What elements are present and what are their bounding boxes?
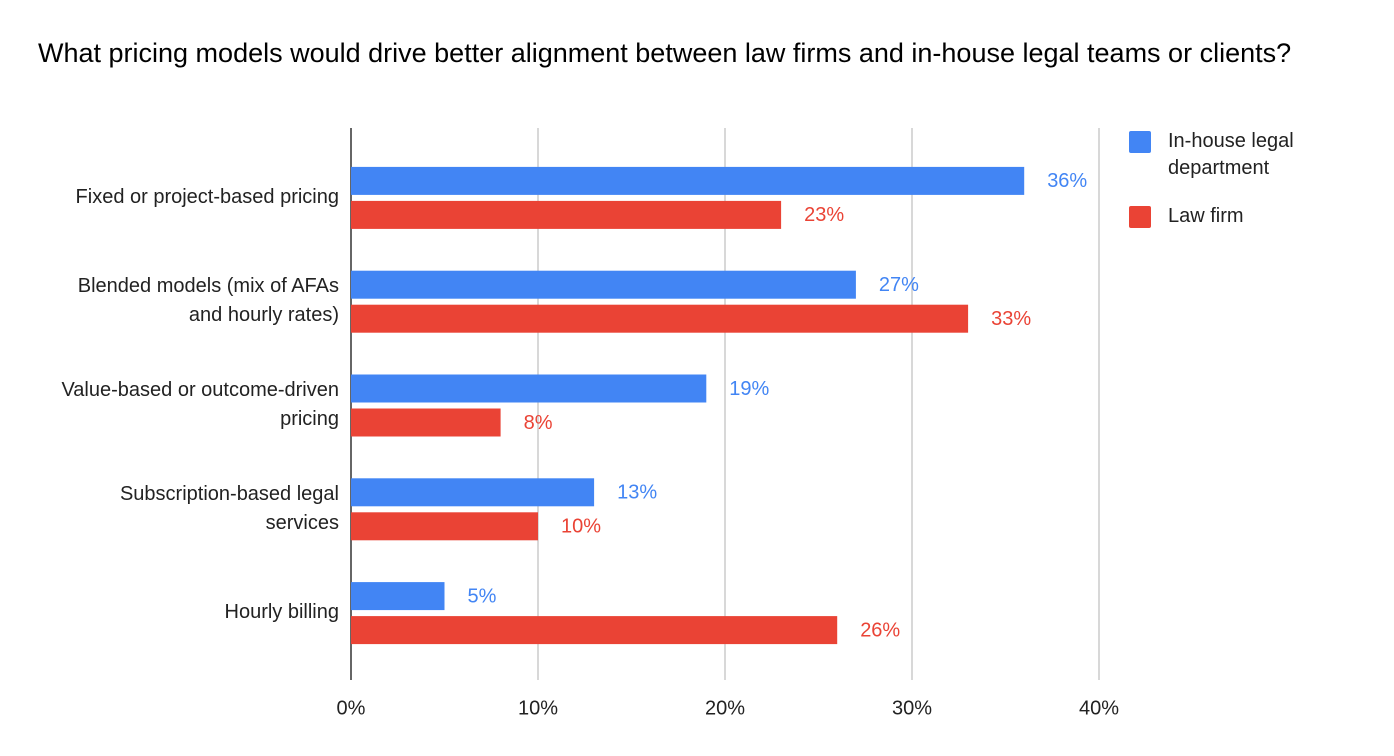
bar	[351, 478, 595, 507]
data-label: 19%	[729, 378, 769, 400]
y-tick-label: Hourly billing	[225, 601, 340, 623]
bar	[351, 582, 445, 611]
bar	[351, 408, 501, 437]
x-tick-label: 20%	[705, 697, 745, 719]
y-tick-label: Subscription-based legal services	[120, 483, 339, 534]
data-label: 13%	[617, 482, 657, 504]
legend-label: Law firm	[1168, 205, 1244, 227]
bar	[351, 270, 856, 299]
chart-title: What pricing models would drive better a…	[38, 38, 1291, 68]
data-label: 26%	[860, 619, 900, 641]
x-tick-label: 10%	[518, 697, 558, 719]
legend-swatch	[1129, 206, 1151, 228]
data-label: 10%	[561, 516, 601, 538]
bar	[351, 616, 838, 645]
y-tick-label: Value-based or outcome-driven pricing	[61, 379, 339, 430]
bar	[351, 200, 782, 229]
data-label: 36%	[1047, 170, 1087, 192]
legend-label: In-house legal department	[1168, 130, 1294, 179]
data-label: 5%	[468, 585, 497, 607]
bar	[351, 512, 538, 541]
data-label: 27%	[879, 274, 919, 296]
data-label: 23%	[804, 204, 844, 226]
x-tick-label: 30%	[892, 697, 932, 719]
bar	[351, 374, 707, 403]
x-tick-label: 40%	[1079, 697, 1119, 719]
x-tick-label: 0%	[337, 697, 366, 719]
data-label: 33%	[991, 308, 1031, 330]
bar	[351, 166, 1025, 195]
legend-swatch	[1129, 131, 1151, 153]
y-tick-label: Blended models (mix of AFAs and hourly ra…	[78, 275, 339, 326]
data-label: 8%	[524, 412, 553, 434]
y-tick-label: Fixed or project-based pricing	[76, 186, 339, 208]
bar	[351, 304, 969, 333]
